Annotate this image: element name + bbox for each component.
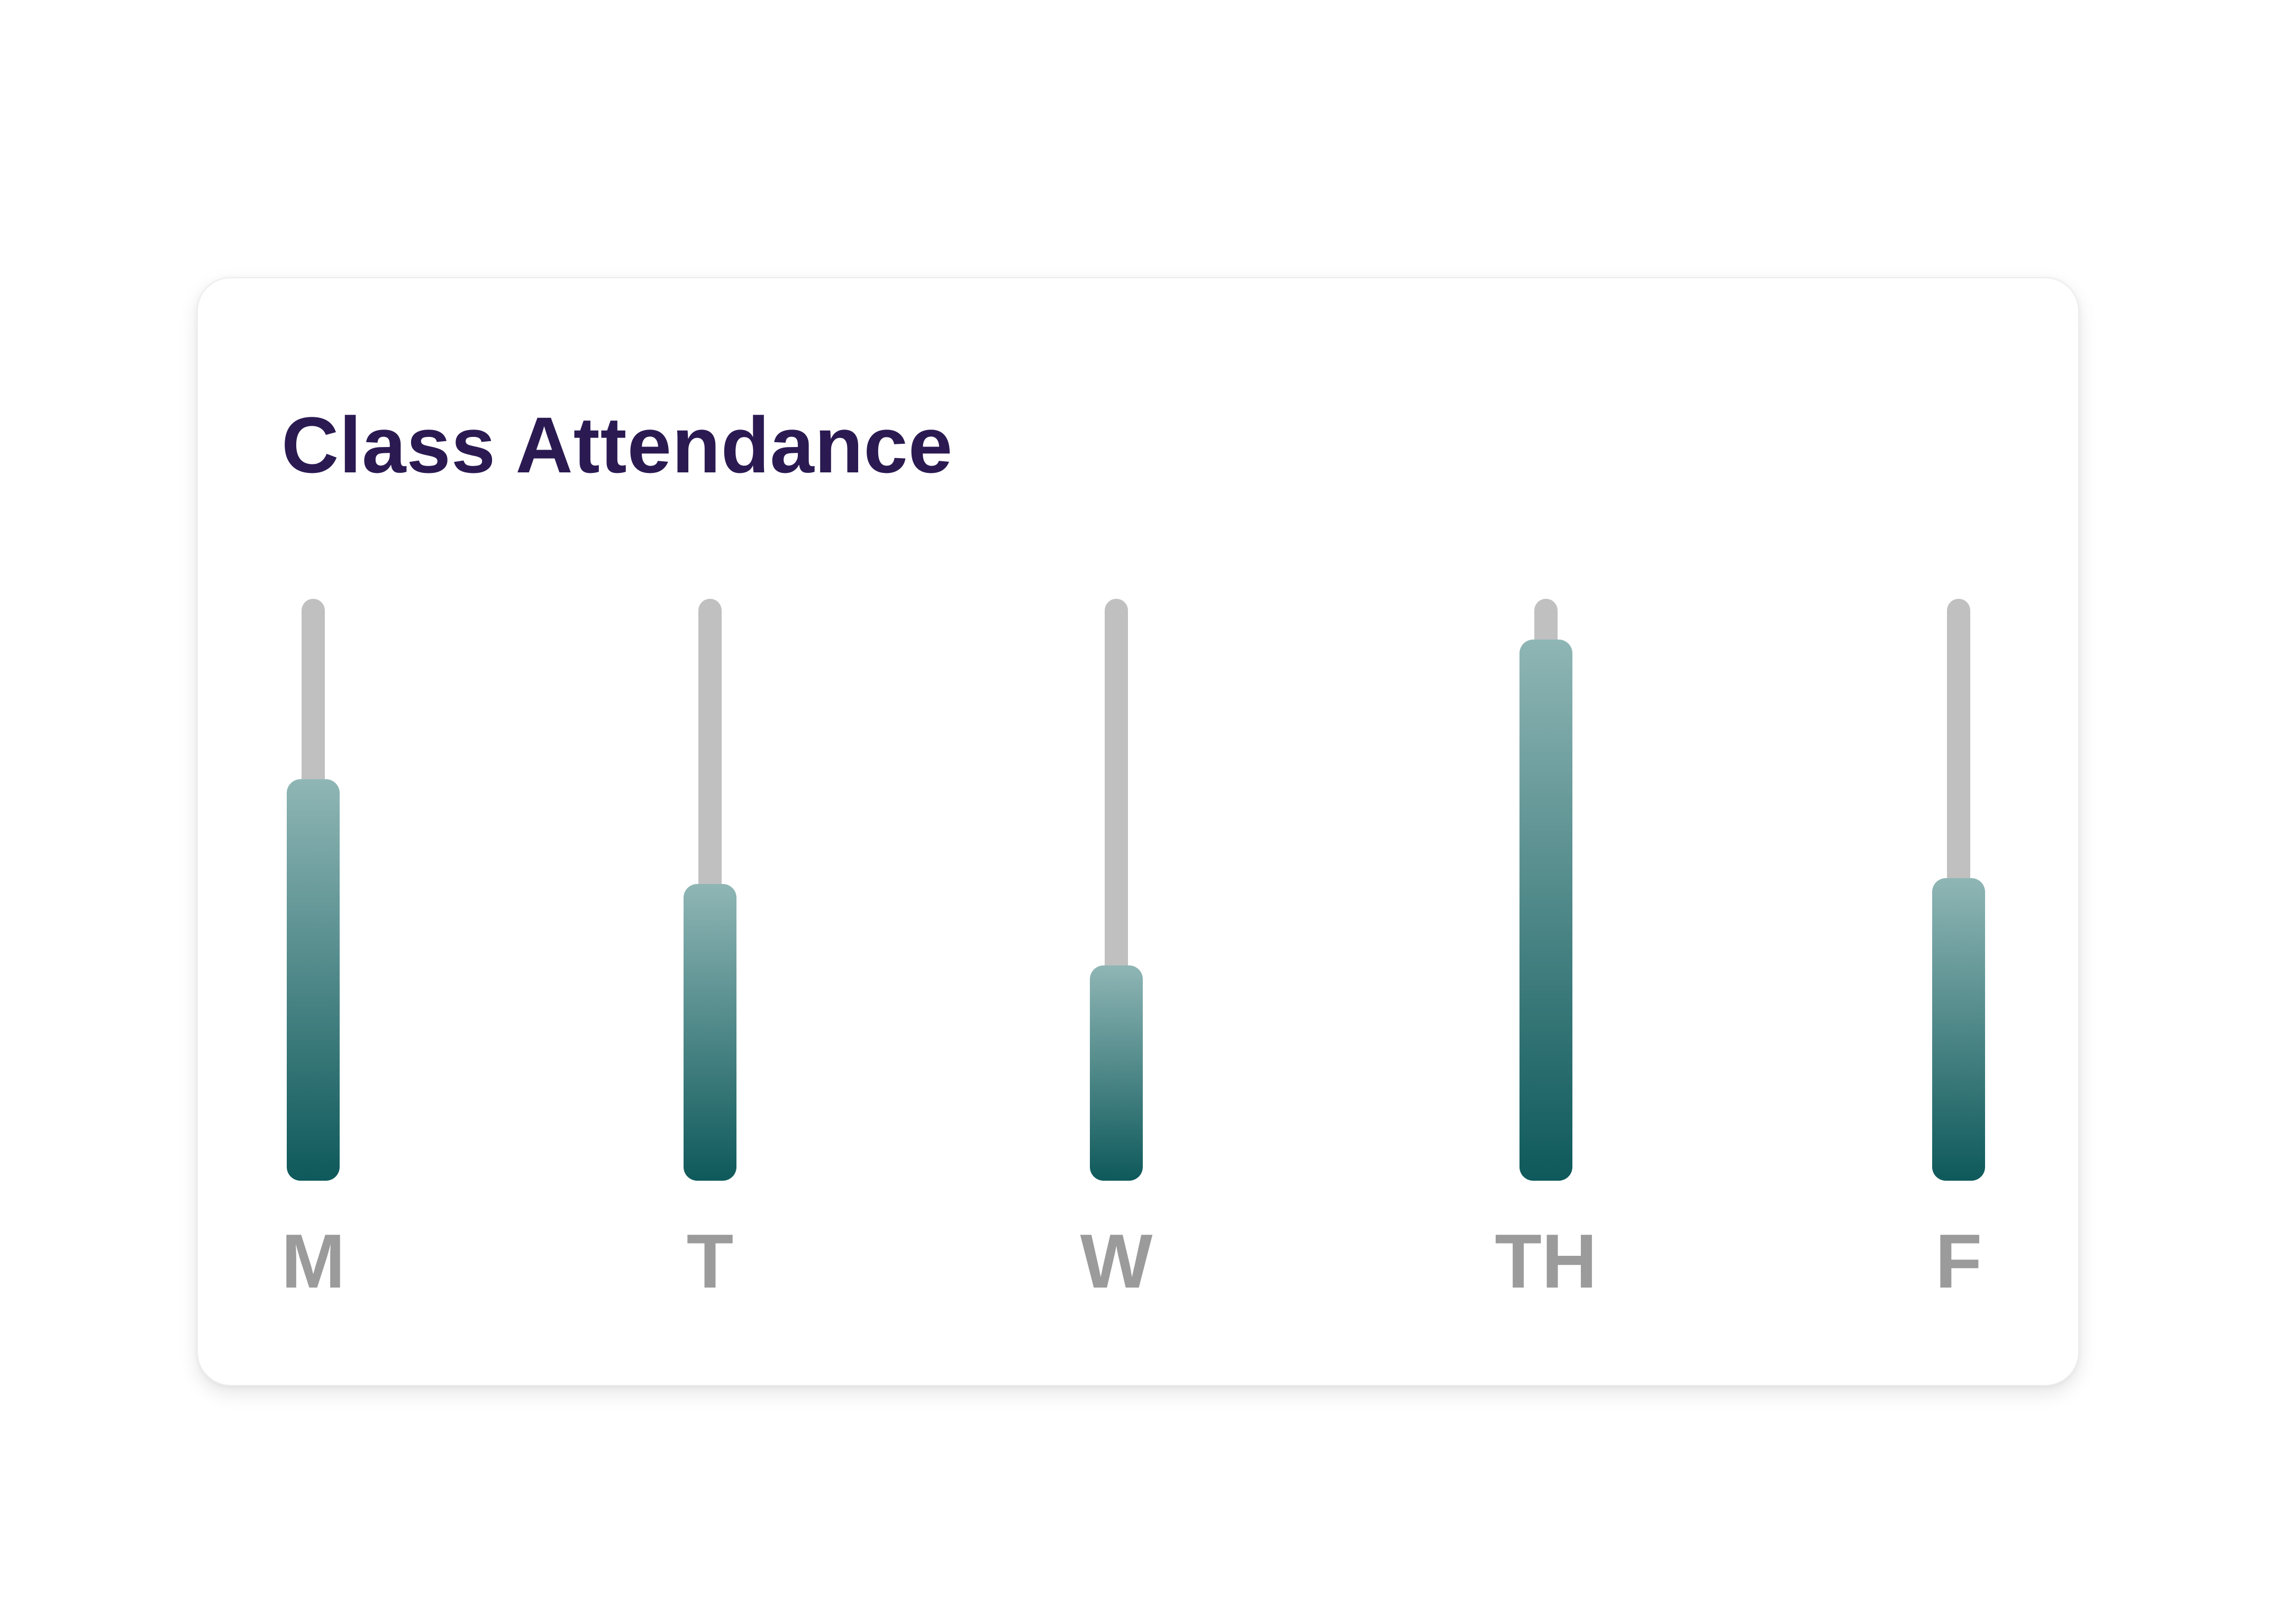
bar-column: F [1906, 278, 2012, 1310]
bar-label: W [1080, 1218, 1153, 1304]
bar-fill [684, 884, 736, 1181]
bar-label: F [1935, 1218, 1982, 1304]
attendance-bar-chart: M T W TH F [198, 278, 2078, 1385]
bar-fill [287, 779, 340, 1181]
bar-column: W [1063, 278, 1169, 1310]
bar-label: TH [1495, 1218, 1597, 1304]
bar-column: TH [1493, 278, 1599, 1310]
bar-column: M [260, 278, 366, 1310]
bar-fill [1090, 965, 1143, 1181]
bar-column: T [657, 278, 763, 1310]
bar-label: M [281, 1218, 345, 1304]
bar-fill [1519, 640, 1572, 1181]
attendance-card: Class Attendance M T W TH F [197, 277, 2079, 1386]
chart-title: Class Attendance [281, 400, 953, 489]
bar-label: T [686, 1218, 734, 1304]
bar-fill [1932, 878, 1985, 1181]
